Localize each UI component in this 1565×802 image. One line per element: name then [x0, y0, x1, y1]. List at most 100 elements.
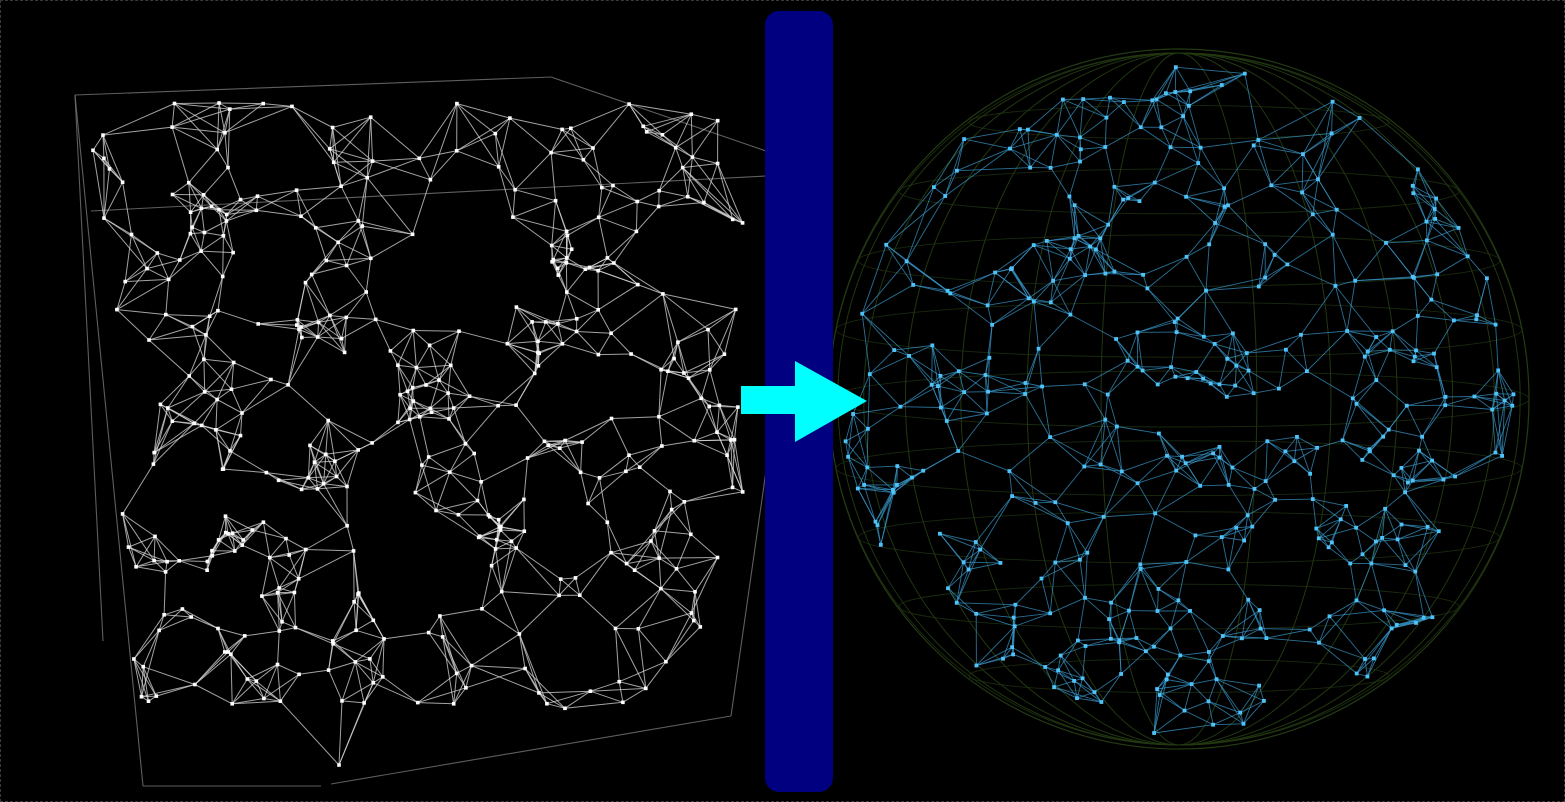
sphere-network-node [1257, 683, 1261, 688]
network-node [560, 342, 565, 346]
sphere-network-edge [985, 324, 993, 376]
network-edge [307, 445, 311, 478]
network-edge [726, 439, 735, 456]
network-node [563, 706, 567, 711]
sphere-network-node [866, 426, 870, 431]
network-node [152, 450, 156, 455]
network-node [420, 463, 424, 467]
sphere-network-edge [1219, 446, 1233, 468]
sphere-network-edge [1157, 588, 1159, 612]
sphere-network-edge [1260, 628, 1310, 630]
network-node [200, 423, 204, 428]
network-edge [146, 259, 180, 270]
sphere-network-edge [1389, 349, 1414, 362]
sphere-network-edge [976, 646, 1013, 666]
sphere-network-edge [1301, 191, 1337, 211]
sphere-network-edge [1184, 710, 1214, 726]
network-edge [361, 177, 368, 227]
sphere-network-edge [1301, 178, 1319, 193]
network-edge [136, 566, 166, 573]
sphere-network-node [1208, 381, 1213, 386]
network-node [162, 613, 166, 617]
sphere-network-edge [1318, 518, 1341, 539]
network-edge [309, 420, 329, 446]
sphere-network-edge [1234, 365, 1237, 386]
sphere-network-edge [1188, 91, 1191, 106]
network-edge [125, 278, 169, 283]
sphere-network-edge [931, 345, 941, 377]
network-edge [481, 565, 493, 609]
sphere-network-edge [1312, 213, 1334, 236]
sphere-network-node [1432, 351, 1436, 356]
sphere-network-node [1315, 445, 1319, 450]
network-edge [219, 102, 264, 105]
sphere-network-edge [1033, 240, 1047, 246]
network-edge [229, 103, 264, 110]
network-edge [673, 358, 685, 374]
network-edge [133, 658, 149, 702]
sphere-network-edge [1123, 99, 1153, 103]
network-edge [557, 291, 568, 324]
network-edge [478, 529, 501, 538]
network-edge [279, 674, 300, 702]
network-node [578, 593, 582, 597]
network-edge [146, 268, 169, 280]
sphere-network-edge [1474, 396, 1493, 410]
network-edge [172, 126, 225, 134]
sphere-network-node [1202, 334, 1206, 339]
sphere-network-edge [947, 272, 996, 292]
sphere-network-node [1080, 676, 1085, 681]
sphere-parallel [968, 104, 1390, 140]
sphere-network-node [1369, 561, 1374, 566]
sphere-network-node [1399, 466, 1404, 470]
network-edge [277, 578, 299, 593]
network-edge [429, 345, 440, 381]
network-edge [333, 161, 368, 179]
sphere-network-edge [1154, 470, 1177, 514]
sphere-network-edge [991, 297, 1029, 326]
sphere-network-node [1374, 539, 1378, 544]
network-edge [449, 471, 478, 501]
network-edge [332, 629, 357, 645]
network-edge [215, 429, 224, 470]
network-edge [305, 525, 348, 550]
sphere-network-edge [1110, 568, 1141, 603]
network-node [428, 177, 433, 182]
network-edge [390, 330, 414, 352]
network-edge [133, 658, 157, 697]
network-edge [298, 328, 318, 338]
network-node [102, 156, 106, 161]
network-edge [311, 274, 331, 316]
network-edge [332, 643, 356, 663]
sphere-network-edge [1052, 248, 1072, 282]
sphere-network-edge [1359, 117, 1419, 170]
network-node [229, 387, 234, 391]
network-node [141, 664, 145, 669]
sphere-network-edge [1009, 470, 1036, 504]
sphere-network-edge [1315, 528, 1333, 543]
sphere-network-edge [931, 345, 933, 385]
network-node [188, 210, 193, 214]
sphere-network-node [1174, 330, 1179, 334]
network-edge [305, 260, 327, 283]
network-node [715, 555, 720, 560]
network-edge [226, 195, 258, 222]
network-node [447, 417, 451, 421]
network-edge [610, 552, 660, 559]
network-node [352, 600, 356, 604]
sphere-network-edge [979, 495, 1013, 550]
sphere-network-edge [1070, 314, 1117, 340]
network-edge [516, 306, 533, 323]
sphere-network-edge [1434, 218, 1459, 229]
network-edge [346, 257, 371, 266]
network-edge [263, 103, 293, 107]
sphere-network-edge [861, 284, 914, 315]
network-edge [597, 332, 612, 355]
network-node [370, 159, 375, 163]
network-edge [598, 353, 632, 356]
sphere-network-edges [845, 66, 1514, 734]
network-node [426, 455, 431, 459]
sphere-network-node [891, 487, 895, 492]
sphere-network-edge [1301, 154, 1304, 193]
